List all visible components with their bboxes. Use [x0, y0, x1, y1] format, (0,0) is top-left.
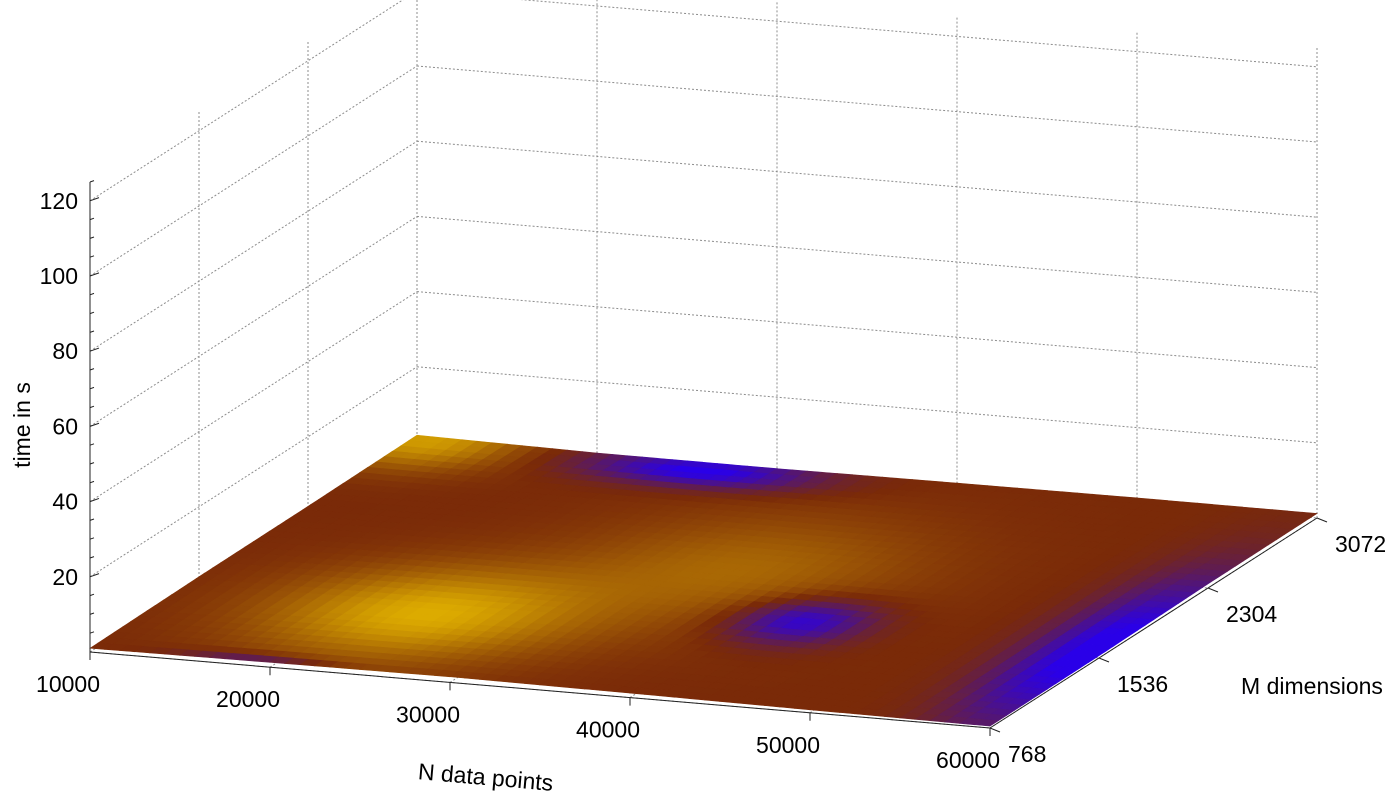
- grid-line-z-back: [416, 215, 1318, 293]
- axes-layer: [89, 180, 1328, 736]
- x-tick-label: 30000: [396, 701, 460, 727]
- y-tick-label: 768: [1008, 741, 1046, 767]
- z-tick: [89, 573, 100, 578]
- z-tick: [89, 255, 95, 258]
- z-tick: [89, 236, 95, 239]
- x-tick-label: 50000: [756, 732, 820, 758]
- z-tick: [89, 197, 100, 202]
- y-axis-title: M dimensions: [1241, 673, 1383, 699]
- surface-patch: [974, 719, 1000, 727]
- z-tick: [89, 480, 95, 484]
- z-tick-label: 40: [52, 489, 78, 515]
- z-tick: [89, 593, 95, 597]
- z-tick: [89, 217, 95, 221]
- grid-line-z-back: [416, 65, 1318, 143]
- z-tick: [89, 347, 100, 352]
- grid-line-z-left: [89, 366, 418, 578]
- y-axis-line: [989, 517, 1318, 729]
- z-tick: [89, 311, 95, 315]
- z-tick-label: 120: [40, 188, 78, 214]
- grid-line-z-left: [89, 0, 404, 202]
- grid-line-z-left: [89, 291, 418, 503]
- z-axis-title: time in s: [9, 382, 35, 468]
- y-tick-label: 3072: [1335, 531, 1386, 557]
- x-tick-label: 10000: [36, 671, 100, 697]
- z-tick-label: 60: [52, 413, 78, 439]
- grid-line-z-back: [416, 366, 1318, 444]
- x-axis-title: N data points: [417, 758, 554, 796]
- y-tick-label: 1536: [1117, 671, 1168, 697]
- z-tick-label: 80: [52, 338, 78, 364]
- z-tick: [89, 422, 100, 427]
- grid-line-z-back: [416, 291, 1318, 369]
- z-tick: [89, 497, 100, 503]
- grid-line-z-back: [520, 0, 1318, 68]
- y-tick: [1098, 657, 1110, 663]
- z-tick: [89, 443, 95, 446]
- z-tick: [89, 405, 95, 409]
- grid-line-z-back: [416, 140, 1318, 218]
- z-tick: [89, 272, 100, 277]
- labels-layer: 10000 20000 30000 40000 50000 60000 768 1536 230…: [36, 188, 1386, 773]
- surface: [89, 434, 1318, 727]
- x-tick-label: 20000: [216, 686, 280, 712]
- z-tick: [89, 292, 95, 296]
- y-tick: [1316, 517, 1328, 523]
- z-tick-label: 100: [40, 263, 78, 289]
- z-tick-label: 20: [52, 564, 78, 590]
- z-tick: [89, 556, 95, 559]
- y-tick: [1207, 587, 1219, 593]
- z-tick: [89, 386, 95, 390]
- x-tick-label: 40000: [576, 717, 640, 743]
- grid-line-z-left: [89, 215, 418, 427]
- x-axis-line: [89, 651, 991, 729]
- z-tick: [89, 462, 95, 465]
- z-tick: [89, 518, 95, 521]
- z-tick: [89, 537, 95, 540]
- z-tick: [89, 330, 95, 333]
- z-tick: [89, 612, 95, 615]
- grid-line-z-left: [89, 65, 418, 277]
- z-tick: [89, 368, 95, 371]
- z-tick: [89, 180, 95, 183]
- y-tick-label: 2304: [1226, 601, 1277, 627]
- grid-line-z-left: [89, 140, 418, 352]
- y-tick: [989, 727, 1001, 733]
- x-tick-label: 60000: [936, 747, 1000, 773]
- z-tick: [89, 631, 95, 634]
